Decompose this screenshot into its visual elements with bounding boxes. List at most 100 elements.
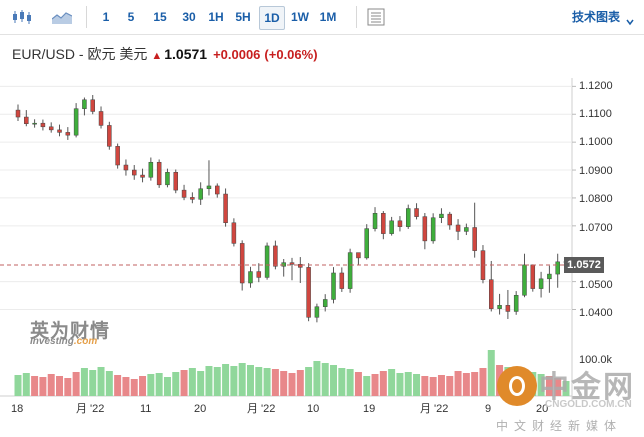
candle-body	[372, 213, 378, 229]
volume-bar	[14, 375, 22, 396]
candle-body	[289, 262, 295, 265]
candle-body	[131, 169, 137, 176]
chart-toolbar: 1 5 15 30 1H 5H 1D 1W 1M 技术图表	[0, 0, 644, 35]
volume-bar	[280, 371, 288, 396]
volume-bar	[222, 364, 230, 396]
x-axis-label: 19	[363, 403, 376, 415]
candle-body	[223, 193, 228, 224]
candle-body	[439, 213, 444, 218]
volume-bar	[487, 350, 495, 396]
indicators-table-icon[interactable]	[367, 8, 385, 26]
candlestick-chart-icon[interactable]	[12, 9, 32, 25]
timeframe-1w[interactable]: 1W	[291, 10, 309, 24]
y-axis-label: 1.0500	[579, 279, 613, 291]
candle-body	[32, 122, 37, 125]
volume-bar	[462, 373, 470, 396]
candle-body	[248, 271, 253, 284]
volume-bar	[246, 365, 254, 396]
volume-bar	[446, 376, 454, 396]
timeframe-1d[interactable]: 1D	[259, 6, 285, 30]
investing-watermark: 英为财情	[30, 321, 111, 342]
volume-bar	[122, 377, 130, 396]
chevron-down-icon[interactable]	[626, 13, 634, 26]
candle-body	[173, 172, 179, 191]
timeframe-5h[interactable]: 5H	[235, 10, 251, 24]
investing-watermark-en: Investing.com	[30, 336, 97, 347]
candle-body	[256, 271, 262, 278]
investing-suffix: .com	[73, 336, 98, 347]
volume-bar	[47, 374, 55, 396]
y-axis-label: 1.0900	[579, 165, 613, 177]
area-chart-icon[interactable]	[51, 10, 73, 24]
candle-body	[389, 220, 394, 234]
candle-body	[65, 132, 71, 136]
timeframe-1h[interactable]: 1H	[208, 10, 224, 24]
candle-body	[181, 189, 187, 198]
x-axis-label: 9	[485, 403, 492, 415]
timeframe-1[interactable]: 1	[102, 10, 110, 24]
candle-body	[356, 252, 361, 259]
candle-body	[24, 116, 29, 124]
cngold-logo-mark	[509, 376, 525, 396]
volume-bar	[346, 369, 354, 396]
volume-bar	[396, 373, 404, 396]
x-axis-label: 月 '22	[247, 403, 276, 415]
candle-body	[331, 272, 336, 300]
candle-body	[165, 172, 170, 186]
candle-body	[447, 213, 453, 226]
up-triangle-icon: ▲	[151, 50, 163, 62]
instrument-name: EUR/USD - 欧元 美元	[12, 46, 148, 62]
volume-bar	[180, 370, 188, 396]
volume-bar	[139, 376, 147, 396]
candle-body	[48, 126, 54, 131]
candle-body	[107, 125, 112, 147]
tech-chart-link[interactable]: 技术图表	[571, 10, 620, 24]
volume-bar	[188, 368, 196, 396]
volume-bar	[296, 370, 304, 396]
x-axis-label: 11	[140, 403, 152, 415]
volume-bar	[263, 368, 271, 396]
y-axis-label: 1.0700	[579, 222, 613, 234]
candle-body	[215, 185, 220, 195]
candle-body	[381, 213, 386, 234]
timeframe-1m[interactable]: 1M	[319, 10, 337, 24]
candle-body	[231, 222, 237, 244]
volume-bar	[330, 365, 338, 396]
investing-brand: Investing	[30, 336, 74, 347]
candle-body	[430, 217, 436, 242]
candle-body	[364, 228, 369, 259]
candle-body	[298, 264, 303, 268]
volume-bar	[354, 372, 362, 396]
volume-bar	[197, 371, 205, 396]
timeframe-5[interactable]: 5	[127, 10, 135, 24]
volume-bar	[313, 361, 321, 396]
volume-bar	[437, 375, 445, 396]
y-axis-label: 1.0800	[579, 193, 613, 205]
volume-bar	[64, 378, 72, 396]
quote-header: EUR/USD - 欧元 美元 ▲ 1.0571 +0.0006 (+0.06%)	[12, 44, 322, 64]
volume-bar	[338, 368, 346, 396]
candle-body	[472, 227, 477, 251]
toolbar-divider	[86, 6, 87, 28]
candle-body	[190, 197, 195, 200]
volume-bar	[39, 377, 47, 396]
volume-bar	[147, 374, 155, 396]
volume-bar	[321, 363, 329, 396]
y-axis-label: 1.1100	[579, 108, 612, 120]
candle-body	[82, 99, 87, 109]
volume-bar	[379, 371, 387, 396]
volume-bar	[89, 370, 97, 396]
timeframe-30[interactable]: 30	[182, 10, 196, 24]
volume-bar	[213, 367, 221, 396]
candle-body	[206, 185, 212, 189]
candle-body	[322, 299, 328, 307]
volume-bar	[155, 373, 163, 396]
candle-body	[480, 250, 486, 280]
candle-body	[123, 164, 129, 171]
x-axis-label: 月 '22	[420, 403, 449, 415]
timeframe-15[interactable]: 15	[153, 10, 167, 24]
candle-body	[273, 245, 278, 267]
volume-bar	[305, 367, 313, 396]
candle-body	[489, 279, 494, 309]
volume-bar	[22, 373, 30, 396]
